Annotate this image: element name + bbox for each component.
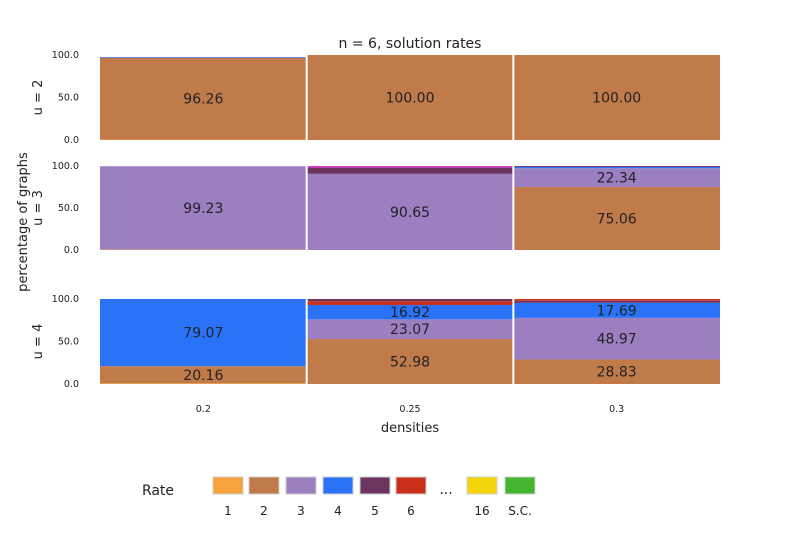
- data-label: 79.07: [183, 326, 223, 342]
- legend-swatch: [285, 476, 317, 495]
- bar-segment: [100, 299, 307, 367]
- bar-segment: [513, 166, 720, 169]
- bar-segment: [306, 301, 514, 305]
- data-label: 22.34: [597, 171, 637, 187]
- bar-segment: [306, 55, 514, 140]
- bar-segment: [306, 319, 514, 339]
- panel-2: 99.23 90.65 75.06 22.34 0.0 50.0 100.0 u = 3: [31, 161, 720, 256]
- legend-title: Rate: [142, 483, 174, 499]
- legend-swatch: [504, 476, 536, 495]
- data-label: 100.00: [386, 91, 435, 107]
- x-tick-label: 0.2: [196, 404, 211, 415]
- y-tick-label: 0.0: [64, 379, 79, 390]
- legend-label: 6: [407, 504, 415, 518]
- legend-label: 2: [260, 504, 268, 518]
- x-axis-label: densities: [381, 421, 440, 436]
- legend-label: S.C.: [508, 504, 532, 518]
- bar-segment: [513, 317, 720, 360]
- legend-label: 16: [474, 504, 489, 518]
- y-tick-label: 0.0: [64, 135, 79, 146]
- bar-segment: [100, 366, 307, 384]
- bar-segment: [306, 173, 514, 250]
- y-tick-label: 50.0: [58, 337, 79, 348]
- bar-segment: [513, 359, 720, 384]
- panel-label: u = 4: [31, 324, 46, 360]
- bar-segment: [306, 304, 514, 320]
- y-axis-label: percentage of graphs: [16, 152, 31, 292]
- x-tick-label: 0.3: [609, 404, 624, 415]
- data-label: 75.06: [597, 211, 637, 227]
- data-label: 23.07: [390, 322, 430, 338]
- data-label: 100.00: [592, 91, 641, 107]
- y-tick-label: 50.0: [58, 93, 79, 104]
- bar-segment: [306, 338, 514, 384]
- data-label: 52.98: [390, 354, 430, 370]
- bar-segment: [513, 166, 720, 167]
- x-tick-labels: 0.2 0.25 0.3: [196, 404, 624, 415]
- legend-label: 4: [334, 504, 342, 518]
- bar-segment: [513, 168, 720, 187]
- legend-swatch: [248, 476, 280, 495]
- bar-segment: [100, 166, 307, 250]
- y-tick-label: 0.0: [64, 245, 79, 256]
- data-label: 48.97: [597, 332, 637, 348]
- data-label: 90.65: [390, 205, 430, 221]
- legend-label: 5: [371, 504, 379, 518]
- bar-segment: [306, 299, 514, 302]
- y-tick-label: 50.0: [58, 203, 79, 214]
- data-label: 28.83: [597, 365, 637, 381]
- panel-label: u = 2: [31, 80, 46, 116]
- panel-1: 96.26 100.00 100.00 0.0 50.0 100.0 u = 2: [31, 50, 720, 146]
- legend-label: 1: [224, 504, 232, 518]
- legend-swatch: [322, 476, 354, 495]
- y-tick-label: 100.0: [52, 294, 79, 305]
- data-label: 16.92: [390, 305, 430, 321]
- bar-segment: [100, 383, 307, 384]
- legend-swatch: [359, 476, 391, 495]
- chart-title: n = 6, solution rates: [339, 36, 482, 52]
- panel-label: u = 3: [31, 190, 46, 226]
- x-tick-label: 0.25: [399, 404, 420, 415]
- bar-segment: [100, 56, 307, 58]
- bar-segment: [513, 299, 720, 301]
- bar-segment: [513, 302, 720, 318]
- bar-segment: [306, 167, 514, 174]
- data-label: 20.16: [183, 368, 223, 384]
- y-tick-label: 100.0: [52, 161, 79, 172]
- legend-ellipsis: ...: [439, 482, 452, 498]
- y-tick-label: 100.0: [52, 50, 79, 61]
- bar-segment: [513, 300, 720, 303]
- bar-segment: [513, 186, 720, 250]
- bar-segment: [100, 57, 307, 140]
- legend-swatch: [466, 476, 498, 495]
- data-label: 17.69: [597, 303, 637, 319]
- legend-label: 3: [297, 504, 305, 518]
- bar-segment: [100, 139, 307, 140]
- legend: Rate 1 2 3 4 5 6... 16 S.C.: [142, 476, 536, 518]
- bar-segment: [306, 166, 514, 168]
- data-label: 99.23: [183, 201, 223, 217]
- bar-segment: [513, 55, 720, 140]
- data-label: 96.26: [183, 92, 223, 108]
- legend-swatch: [395, 476, 427, 495]
- legend-swatch: [212, 476, 244, 495]
